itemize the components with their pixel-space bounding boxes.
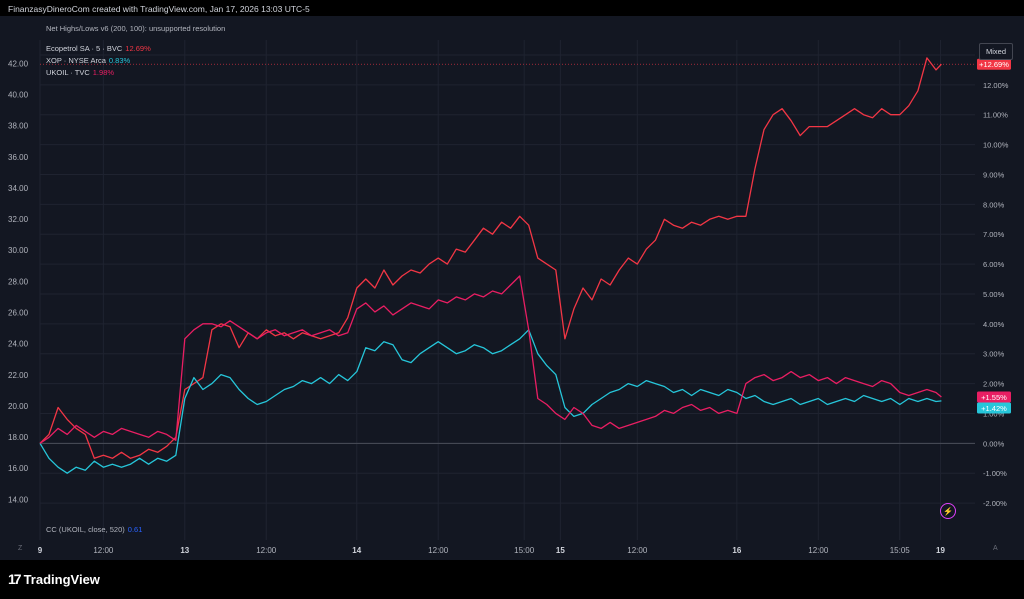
- series-line-2: [39, 275, 942, 444]
- x-axis-tick: 12:00: [428, 546, 449, 555]
- right-axis-tick: 4.00%: [983, 320, 1005, 329]
- x-axis-tick: 15:00: [514, 546, 535, 555]
- legend-name: Ecopetrol SA · 5 · BVC: [46, 44, 123, 53]
- left-axis-tick: 20.00: [8, 402, 29, 411]
- right-axis-tick: 8.00%: [983, 200, 1005, 209]
- auto-scale-button[interactable]: A: [993, 545, 998, 552]
- left-axis-tick: 32.00: [8, 215, 29, 224]
- right-axis-tick: 1.00%: [983, 409, 1005, 418]
- legend-value: 12.69%: [125, 44, 151, 53]
- right-axis-tick: -1.00%: [983, 469, 1007, 478]
- left-axis-tick: 26.00: [8, 308, 29, 317]
- left-axis-tick: 28.00: [8, 277, 29, 286]
- left-axis-tick: 30.00: [8, 246, 29, 255]
- price-label-text: +1.42%: [981, 404, 1007, 413]
- chart-area[interactable]: [0, 16, 1024, 560]
- left-axis-tick: 18.00: [8, 433, 29, 442]
- footer-brand[interactable]: 17 TradingView: [8, 569, 100, 589]
- price-label-text: +1.55%: [981, 393, 1007, 402]
- x-axis-tick: 12:00: [256, 546, 277, 555]
- x-axis-tick: 19: [936, 546, 945, 555]
- chart-svg: 42.00 40.00 38.00 36.00 34.00 32.00 30.00 28.00…: [8, 40, 1011, 555]
- brand-name: TradingView: [23, 571, 100, 587]
- left-axis-tick: 22.00: [8, 371, 29, 380]
- left-axis-tick: 24.00: [8, 340, 29, 349]
- x-axis-tick: 9: [38, 546, 43, 555]
- left-axis-tick: 14.00: [8, 495, 29, 504]
- right-axis-tick: 12.00%: [983, 81, 1009, 90]
- left-axis-tick: 36.00: [8, 153, 29, 162]
- x-axis-tick: 13: [180, 546, 189, 555]
- x-axis-tick: 12:00: [808, 546, 829, 555]
- right-axis-tick: 0.00%: [983, 439, 1005, 448]
- series-line-1: [39, 329, 942, 474]
- legend-item-ukoil[interactable]: UKOIL · TVC 1.98%: [46, 68, 114, 77]
- x-axis-tick: 12:00: [93, 546, 114, 555]
- x-axis-tick: 16: [732, 546, 741, 555]
- right-axis-tick: 5.00%: [983, 290, 1005, 299]
- right-axis-tick: 11.00%: [983, 111, 1008, 120]
- price-label-bg: [977, 58, 1011, 70]
- legend-item-ecopetrol[interactable]: Ecopetrol SA · 5 · BVC 12.69%: [46, 44, 151, 53]
- left-axis-tick: 34.00: [8, 184, 29, 193]
- price-label-text: +12.69%: [979, 60, 1009, 69]
- right-axis-tick: 6.00%: [983, 260, 1005, 269]
- left-axis-tick: 40.00: [8, 90, 29, 99]
- x-axis-tick: 15: [556, 546, 565, 555]
- price-label-bg: [977, 402, 1011, 414]
- right-axis-tick: -2.00%: [983, 499, 1007, 508]
- x-axis-tick: 12:00: [627, 546, 648, 555]
- price-label-bg: [977, 391, 1011, 403]
- legend-name: UKOIL · TVC: [46, 68, 90, 77]
- scale-mode-button[interactable]: Mixed: [979, 43, 1013, 60]
- x-axis-tick: 14: [352, 546, 361, 555]
- lightning-icon[interactable]: ⚡: [940, 503, 956, 519]
- tradingview-logo-icon: 17: [8, 571, 22, 587]
- series-line-0: [39, 57, 942, 459]
- left-axis-tick: 38.00: [8, 122, 29, 131]
- legend-name: XOP · NYSE Arca: [46, 56, 106, 65]
- left-axis-tick: 42.00: [8, 59, 29, 68]
- right-axis-tick: 9.00%: [983, 170, 1005, 179]
- left-axis-tick: 16.00: [8, 464, 29, 473]
- x-axis-tick: 15:05: [890, 546, 911, 555]
- right-axis-tick: 2.00%: [983, 380, 1005, 389]
- right-axis-tick: 7.00%: [983, 230, 1005, 239]
- zoom-reset-button[interactable]: Z: [18, 545, 23, 552]
- legend-value: 1.98%: [92, 68, 115, 77]
- chart-header: FinanzasyDineroCom created with TradingV…: [8, 4, 310, 14]
- cc-indicator-label[interactable]: CC (UKOIL, close, 520) 0.61: [46, 525, 142, 534]
- legend-value: 0.83%: [108, 56, 131, 65]
- cc-value: 0.61: [127, 525, 143, 534]
- cc-name: CC (UKOIL, close, 520): [46, 525, 125, 534]
- right-axis-tick: 10.00%: [983, 141, 1009, 150]
- indicator-label[interactable]: Net Highs/Lows v6 (200, 100): unsupporte…: [46, 24, 226, 33]
- right-axis-tick: 3.00%: [983, 350, 1005, 359]
- legend-item-xop[interactable]: XOP · NYSE Arca 0.83%: [46, 56, 130, 65]
